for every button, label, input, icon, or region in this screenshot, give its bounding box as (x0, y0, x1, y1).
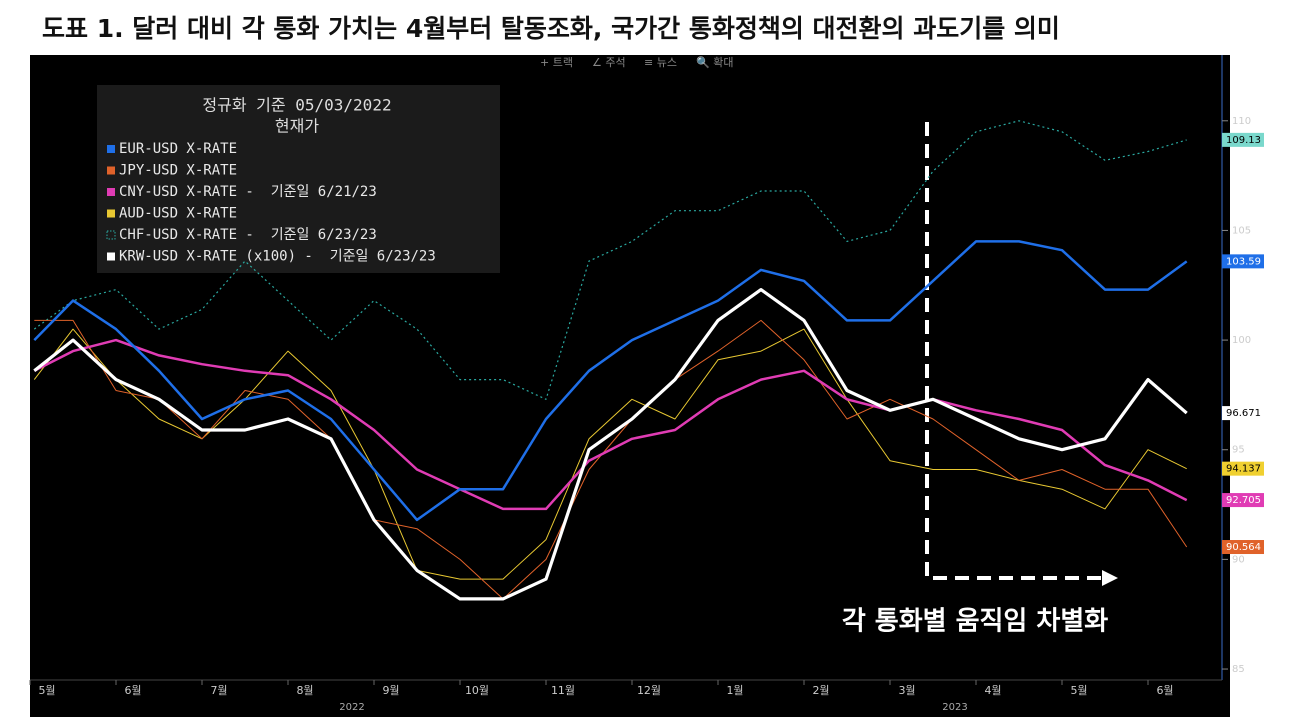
x-tick-label: 5월 (38, 684, 55, 697)
legend-swatch (107, 166, 115, 175)
annotation: 각 통화별 움직임 차별화 (842, 607, 1108, 637)
x-tick-label: 9월 (382, 684, 399, 697)
x-tick-label: 1월 (726, 684, 743, 697)
y-tick-label: 85 (1232, 664, 1245, 675)
x-tick-label: 6월 (124, 684, 141, 697)
legend-label: JPY-USD X-RATE (119, 163, 237, 179)
annotation-arrowhead (1102, 570, 1118, 586)
y-tick-label: 90 (1232, 554, 1245, 565)
value-label-bg (1222, 461, 1264, 476)
legend-swatch (107, 188, 115, 196)
x-tick-label: 5월 (1070, 684, 1087, 697)
legend-swatch (107, 145, 115, 153)
y-tick-label: 95 (1232, 445, 1245, 456)
year-label: 2022 (339, 702, 364, 713)
chart-title: 도표 1. 달러 대비 각 통화 가치는 4월부터 탈동조화, 국가간 통화정책… (42, 14, 1060, 43)
annotation-arrow (925, 122, 1105, 580)
value-label: 103.59 (1226, 256, 1261, 267)
legend-swatch (107, 252, 115, 261)
toolbar-item: 🔍 확대 (696, 55, 733, 69)
x-tick-label: 2월 (812, 684, 829, 697)
legend-title: 정규화 기준 05/03/2022 (202, 96, 391, 115)
series-line (33, 338, 1188, 511)
value-label: 96.671 (1226, 408, 1261, 419)
x-tick-label: 12월 (637, 684, 661, 697)
legend-label: KRW-USD X-RATE (x100) - 기준일 6/23/23 (119, 249, 436, 265)
x-tick-label: 10월 (465, 684, 489, 697)
y-tick-label: 110 (1232, 116, 1251, 127)
toolbar-item: ≡ 뉴스 (644, 56, 677, 69)
year-label: 2023 (942, 702, 967, 713)
x-tick-label: 8월 (296, 684, 313, 697)
value-label: 94.137 (1226, 464, 1261, 475)
y-tick-label: 105 (1232, 225, 1251, 236)
value-label: 92.705 (1226, 495, 1261, 506)
x-tick-label: 4월 (984, 684, 1001, 697)
legend-swatch (107, 209, 115, 218)
legend-swatch (106, 230, 116, 240)
legend-label: CHF-USD X-RATE - 기준일 6/23/23 (119, 227, 377, 243)
legend-label: CNY-USD X-RATE - 기준일 6/21/23 (119, 184, 377, 200)
value-label-bg (1222, 493, 1264, 508)
value-label-bg (1222, 406, 1264, 421)
series-line (34, 319, 1188, 600)
series-line (33, 120, 1187, 400)
y-tick-label: 100 (1232, 335, 1251, 346)
value-label: 90.564 (1226, 542, 1261, 553)
value-label: 109.13 (1226, 135, 1261, 146)
x-tick-label: 7월 (210, 684, 227, 697)
x-tick-label: 11월 (551, 684, 575, 697)
series-line (33, 240, 1188, 522)
legend-label: EUR-USD X-RATE (119, 141, 237, 157)
toolbar-item: ∠ 주석 (592, 56, 626, 69)
x-tick-label: 3월 (898, 684, 915, 697)
legend-box (97, 85, 500, 273)
series-line (33, 288, 1188, 601)
value-label-bg (1222, 540, 1264, 555)
value-label-bg (1222, 254, 1264, 269)
series-line (33, 328, 1187, 580)
legend-subtitle: 현재가 (275, 117, 319, 136)
x-tick-label: 6월 (1156, 684, 1173, 697)
value-label-bg (1222, 132, 1264, 147)
legend-label: AUD-USD X-RATE (119, 206, 237, 222)
toolbar-item: + 트랙 (540, 56, 573, 69)
